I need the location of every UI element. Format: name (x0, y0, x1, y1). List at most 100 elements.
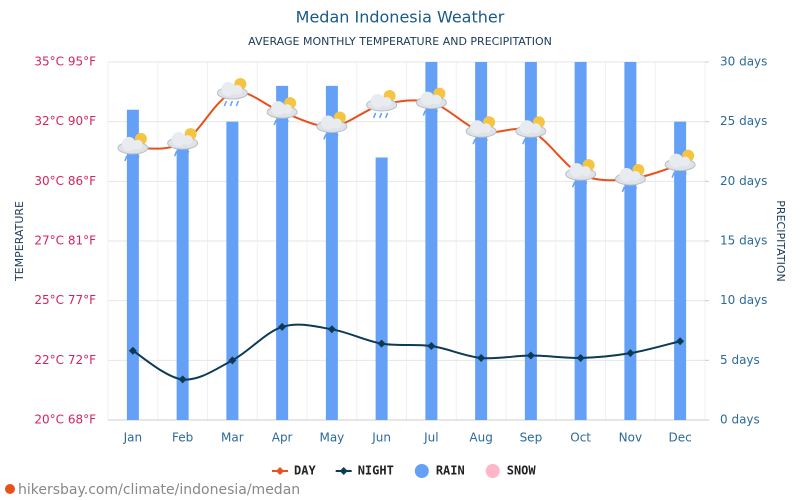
raindrop (571, 181, 576, 188)
cloud (132, 139, 143, 150)
cloud (470, 120, 485, 135)
raindrop (335, 134, 339, 140)
source-icon (5, 484, 15, 494)
bar (226, 121, 239, 421)
raindrop (384, 112, 389, 119)
raindrop (185, 150, 190, 157)
weather-icon (565, 159, 597, 188)
weather-icon (216, 78, 248, 107)
bar (524, 62, 537, 420)
cloud (171, 132, 186, 147)
x-tick-label: Feb (172, 431, 193, 445)
cloud (669, 153, 684, 168)
point (377, 339, 386, 348)
raindrop (223, 100, 228, 107)
legend-swatch (485, 464, 500, 478)
y-tick-label: 32°C 90°F (34, 114, 96, 128)
line (132, 323, 681, 381)
bar (325, 85, 338, 420)
point (128, 346, 137, 355)
weather-icon (515, 116, 547, 145)
weather-icon (614, 163, 646, 193)
raindrop (329, 134, 333, 140)
bar (425, 62, 438, 420)
raindrop (372, 112, 377, 119)
x-tick-label: Dec (669, 431, 692, 445)
raindrop (136, 155, 140, 162)
cloud (370, 93, 385, 108)
raindrop (528, 138, 532, 145)
weather-icon (415, 87, 447, 116)
raindrop (621, 186, 626, 193)
cloud (271, 101, 286, 116)
legend-label: NIGHT (358, 464, 394, 478)
raindrop (534, 138, 538, 145)
point (526, 351, 535, 360)
bar (624, 62, 637, 420)
legend-label: SNOW (507, 464, 537, 478)
bar (574, 62, 587, 420)
raindrop (472, 138, 476, 145)
raindrop (428, 110, 433, 116)
grid (107, 61, 706, 421)
legend-swatch (414, 464, 429, 478)
cloud (680, 156, 691, 167)
cloud (182, 135, 193, 146)
y-tick-label: 20°C 68°F (34, 413, 96, 427)
y2-tick-label: 20 days (720, 174, 767, 188)
chart-subtitle: AVERAGE MONTHLY TEMPERATURE AND PRECIPIT… (248, 35, 552, 48)
point (278, 322, 287, 331)
cloud (381, 96, 392, 107)
weather-icon (366, 89, 398, 119)
bar (674, 121, 687, 421)
cloud (530, 123, 541, 134)
x-tick-label: Oct (570, 431, 591, 445)
raindrop (627, 186, 632, 193)
x-tick-label: Jan (123, 431, 143, 445)
cloud (420, 91, 435, 106)
x-tick-label: Mar (221, 431, 244, 445)
cloud (580, 166, 591, 177)
point (676, 337, 685, 346)
x-tick-label: Aug (469, 431, 492, 445)
y-tick-label: 30°C 86°F (34, 174, 96, 188)
y2-tick-label: 10 days (720, 293, 767, 307)
chart-title: Medan Indonesia Weather (296, 8, 505, 27)
raindrop (323, 134, 327, 140)
raindrop (273, 119, 277, 126)
raindrop (130, 155, 134, 162)
raindrop (484, 138, 488, 145)
cloud (331, 118, 342, 129)
weather-icon (465, 116, 497, 145)
bar (176, 145, 189, 421)
y-tick-label: 22°C 72°F (34, 353, 96, 367)
point (178, 375, 187, 384)
cloud (569, 163, 584, 178)
raindrop (422, 110, 427, 116)
raindrop (235, 100, 240, 107)
raindrop (279, 119, 283, 126)
cloud (431, 94, 442, 105)
cloud (519, 120, 534, 135)
raindrop (229, 100, 234, 107)
y-tick-label: 27°C 81°F (34, 234, 96, 248)
bar (475, 62, 488, 420)
raindrop (677, 172, 681, 178)
y-tick-label: 35°C 95°F (34, 55, 96, 69)
cloud (619, 167, 634, 182)
x-tick-label: Sep (520, 431, 543, 445)
weather-icon (117, 132, 149, 162)
legend-swatch (276, 467, 284, 475)
bar (276, 85, 289, 420)
raindrop (671, 172, 675, 178)
raindrop (285, 119, 289, 126)
cloud (630, 170, 641, 181)
y-axis-label: TEMPERATURE (13, 201, 26, 282)
source[interactable]: hikersbay.com/climate/indonesia/medan (18, 482, 300, 498)
x-tick-label: Apr (272, 431, 293, 445)
y-tick-label: 25°C 77°F (34, 293, 96, 307)
raindrop (378, 112, 383, 119)
point (626, 349, 635, 358)
raindrop (583, 181, 588, 188)
